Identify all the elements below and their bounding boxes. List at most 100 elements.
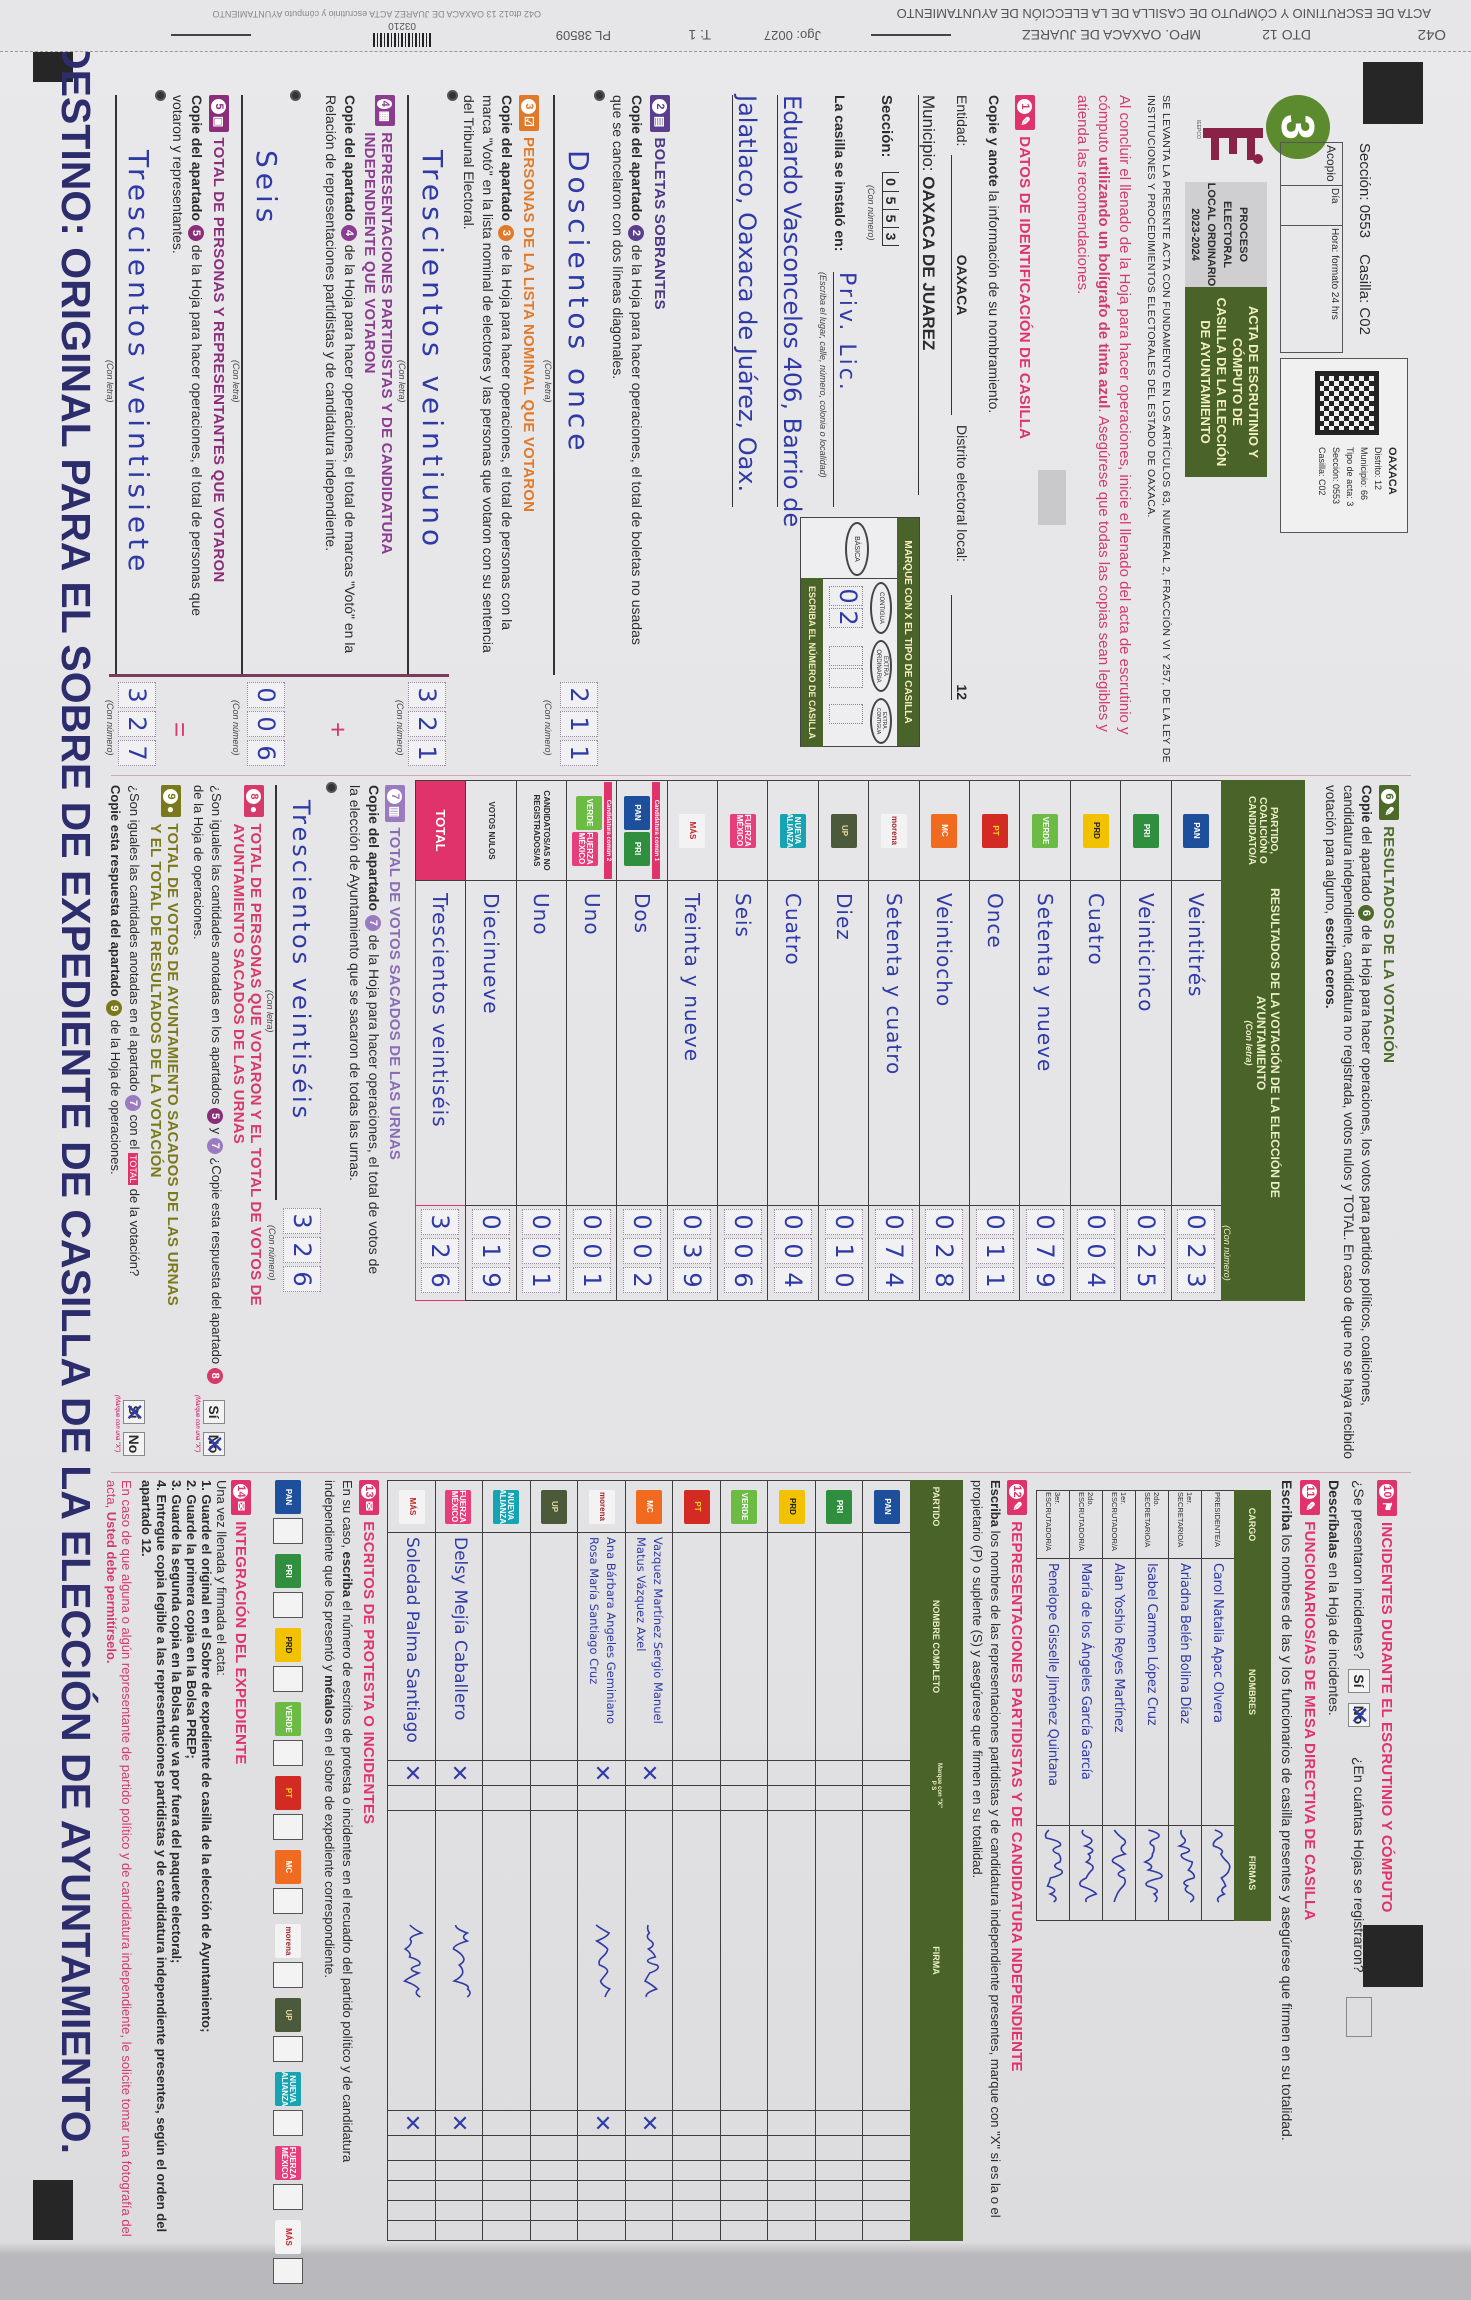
section-ref: 7 bbox=[207, 1138, 223, 1154]
incidents-question: ¿Se presentaron incidentes? bbox=[1350, 1480, 1369, 1659]
protest-count-box bbox=[273, 1592, 303, 1618]
con-numero-label: (Con número) bbox=[866, 185, 876, 241]
representative-row: PT bbox=[673, 1481, 721, 2241]
official-cargo: 2do. SECRETARIO/A bbox=[1136, 1491, 1169, 1559]
mark-cell bbox=[436, 2161, 484, 2181]
digit: 0 bbox=[925, 1209, 963, 1235]
signature bbox=[400, 1921, 426, 2001]
tipo-extraordinaria-option: EXTRA ORDINARIA bbox=[870, 640, 892, 692]
party-logo-up: UP bbox=[275, 1998, 301, 2032]
s3-number-boxes: 321 bbox=[408, 682, 446, 766]
describe-incidents: Descríbalas en la Hoja de incidentes. bbox=[1324, 1480, 1343, 1716]
mark-cell bbox=[673, 2221, 721, 2241]
digit: 4 bbox=[875, 1267, 913, 1293]
tipo-casilla-title: MARQUE CON X EL TIPO DE CASILLA bbox=[897, 518, 919, 746]
party-cell: PRI bbox=[816, 1481, 864, 1533]
results-row: PT Once 0 1 1 bbox=[970, 781, 1020, 1301]
s6-text: Copie del apartado 6 de la Hoja para hac… bbox=[1321, 785, 1375, 1465]
text: ¿Son iguales las cantidades anotadas en … bbox=[127, 785, 142, 1095]
mark-cell bbox=[626, 2161, 674, 2181]
qr-line: Casilla: C02 bbox=[1315, 447, 1329, 506]
party-logo-pri: PRI bbox=[624, 832, 650, 866]
mark-cell bbox=[483, 1761, 531, 1786]
s14-step: 2. Guarde la primera copia en la Bolsa P… bbox=[184, 1480, 199, 2240]
arrow-icon bbox=[871, 34, 951, 36]
digit: 3 bbox=[1177, 1267, 1215, 1293]
con-letra-label: (Con letra) bbox=[1244, 881, 1254, 1205]
mark-cell bbox=[768, 2181, 816, 2201]
party-cell: MÁS bbox=[667, 781, 717, 881]
section-title: DATOS DE IDENTIFICACIÓN DE CASILLA bbox=[1017, 136, 1034, 439]
party-cell: PAN bbox=[1171, 781, 1221, 881]
mark-cell bbox=[578, 2201, 626, 2221]
digit: 1 bbox=[560, 711, 598, 737]
section-8-heading: 8 ● TOTAL DE PERSONAS QUE VOTARON Y EL TOT… bbox=[230, 785, 264, 1306]
party-logo-na: NUEVA ALIANZA bbox=[493, 1490, 519, 1524]
digit: 0 bbox=[774, 1238, 812, 1264]
protest-count-box bbox=[273, 2258, 303, 2284]
digit: 1 bbox=[560, 740, 598, 766]
mark-cell bbox=[578, 1786, 626, 1811]
mark-cell bbox=[816, 2181, 864, 2201]
text: de la Hoja de operaciones. bbox=[108, 1016, 123, 1174]
section-number: 7 bbox=[388, 789, 403, 804]
s14-step: 1. Guarde el original en el Sobre de exp… bbox=[199, 1480, 214, 2240]
entidad-label: Entidad: bbox=[954, 95, 970, 146]
col-cargo-header: CARGO bbox=[1235, 1491, 1271, 1559]
digit: 0 bbox=[1077, 1238, 1115, 1264]
registration-mark bbox=[33, 2180, 73, 2240]
party-cell: VOTOS NULOS bbox=[466, 781, 516, 881]
mark-cell bbox=[483, 1786, 531, 1811]
mark-cell bbox=[626, 2221, 674, 2241]
official-signature bbox=[1070, 1826, 1103, 1921]
s3-letter-value: Trescientos veintiuno bbox=[416, 150, 449, 551]
mark-cell bbox=[816, 1786, 864, 1811]
section-number: 4 bbox=[378, 99, 393, 109]
number-boxes: 011 bbox=[976, 1209, 1014, 1297]
party-cell: NUEVA ALIANZA bbox=[483, 1481, 531, 1533]
strip-municipality: MPO. OAXACA DE JUAREZ bbox=[1022, 27, 1201, 43]
mark-cell bbox=[673, 2181, 721, 2201]
representative-name: Ana Bárbara Angeles Geminiano bbox=[602, 1537, 619, 1760]
signature bbox=[1109, 1826, 1135, 1906]
mark-cell bbox=[863, 2161, 911, 2181]
section-number: 8 bbox=[247, 789, 262, 804]
representative-signature bbox=[863, 1811, 911, 2111]
signature bbox=[1208, 1826, 1234, 1906]
mark-cell bbox=[673, 2161, 721, 2181]
tipo-basica-option: BÁSICA bbox=[845, 522, 869, 576]
s5-number-boxes: 327 bbox=[118, 682, 156, 766]
qr-info: OAXACA Distrito: 12 Municipio: 66 Tipo d… bbox=[1315, 447, 1399, 506]
col-party-header: PARTIDO, COALICIÓN O CANDIDATO/A bbox=[1222, 781, 1305, 881]
s7-text: Copie del apartado 7 de la Hoja para hac… bbox=[345, 785, 383, 1285]
proceso-electoral: PROCESO ELECTORAL LOCAL ORDINARIO 2023-2… bbox=[1185, 182, 1267, 287]
digit: 0 bbox=[976, 1209, 1014, 1235]
text: los nombres de las representaciones part… bbox=[970, 1480, 1003, 2218]
mark-cell: ✕ bbox=[388, 1761, 436, 1786]
digit: 0 bbox=[673, 1209, 711, 1235]
party-cell: MC bbox=[626, 1481, 674, 1533]
section-title: Y EL TOTAL DE RESULTADOS DE LA VOTACIÓN bbox=[147, 823, 164, 1177]
mark-cell bbox=[721, 2221, 769, 2241]
mark-cell bbox=[816, 2221, 864, 2241]
official-row: 1er. ESCRUTADOR/A Alan Yoshio Reyes Martí… bbox=[1103, 1491, 1136, 1921]
party-logo-mc: MC bbox=[931, 814, 957, 848]
votes-letter: Uno bbox=[516, 881, 566, 1206]
votes-number: 0 2 8 bbox=[919, 1206, 969, 1301]
section-title: TOTAL DE VOTOS SACADOS DE LAS URNAS bbox=[387, 828, 404, 1161]
con-numero-label: (Con número) bbox=[395, 700, 405, 756]
section-title: AYUNTAMIENTO SACADOS DE LAS URNAS bbox=[230, 823, 247, 1144]
mark-cell bbox=[721, 1761, 769, 1786]
number-boxes: 004 bbox=[774, 1209, 812, 1297]
protest-count-box bbox=[273, 2036, 303, 2062]
votes-letter: Cuatro bbox=[768, 881, 818, 1206]
instalo-line-3: Jalatlaco, Oaxaca de Juárez, Oax. bbox=[732, 95, 761, 507]
results-row: VERDE Setenta y nueve 0 7 9 bbox=[1020, 781, 1070, 1301]
proceso-line: PROCESO ELECTORAL bbox=[1219, 182, 1251, 287]
col-ps-header: Marque con "X" P S bbox=[911, 1761, 963, 1811]
section-ref: 6 bbox=[1358, 905, 1374, 921]
destino-footer: DESTINO: ORIGINAL PARA EL SOBRE DE EXPED… bbox=[52, 40, 99, 2154]
digit: 9 bbox=[1026, 1267, 1064, 1293]
section-ref: 7 bbox=[125, 1095, 141, 1111]
mark-cell bbox=[626, 2136, 674, 2161]
